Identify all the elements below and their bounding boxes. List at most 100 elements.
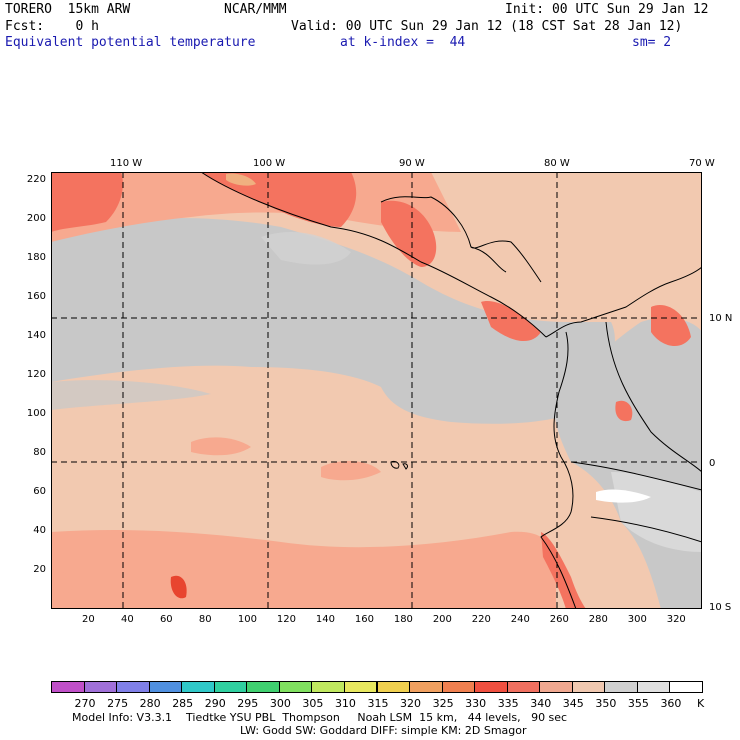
grey-band-lower	[51, 380, 211, 410]
smoothing-value: sm= 2	[632, 35, 672, 50]
grey-peru-interior	[611, 472, 702, 552]
colorbar-label: 295	[237, 697, 259, 710]
colorbar-swatch	[571, 681, 606, 693]
colorbar-swatch	[83, 681, 118, 693]
grey-band-north	[51, 217, 615, 424]
colorbar-swatch	[636, 681, 671, 693]
colorbar-swatch	[278, 681, 313, 693]
colorbar-label: 310	[334, 697, 356, 710]
lon-label-90w: 90 W	[399, 158, 425, 169]
x-tick-label: 40	[120, 614, 134, 625]
colorbar-label: 300	[269, 697, 291, 710]
coastline-south-america	[540, 331, 577, 609]
colorbar-swatch	[148, 681, 183, 693]
hot-central-america	[381, 200, 437, 267]
colorbar-label: 330	[465, 697, 487, 710]
colorbar-label: 285	[172, 697, 194, 710]
lat-label-equator: 0	[709, 458, 716, 469]
colorbar-swatch	[669, 681, 703, 693]
hot-northwest	[51, 172, 123, 232]
colorbar-label: 275	[107, 697, 129, 710]
colorbar-swatch	[116, 681, 150, 693]
y-tick-label: 60	[33, 485, 46, 497]
y-tick-label: 140	[26, 329, 46, 341]
colorbar-swatch	[213, 681, 248, 693]
y-tick-label: 40	[33, 524, 46, 536]
x-tick-label: 20	[81, 614, 95, 625]
level-index: at k-index = 44	[340, 35, 466, 50]
x-tick-label: 180	[393, 614, 413, 625]
x-tick-label: 240	[510, 614, 530, 625]
x-tick-label: 160	[354, 614, 374, 625]
x-tick-label: 100	[237, 614, 257, 625]
colorbar-swatch	[506, 681, 541, 693]
lon-label-100w: 100 W	[253, 158, 286, 169]
colorbar-swatch	[51, 681, 85, 693]
country-borders	[470, 246, 702, 543]
white-patch	[596, 489, 651, 503]
x-tick-label: 200	[432, 614, 452, 625]
lon-label-80w: 80 W	[544, 158, 570, 169]
x-tick-label: 280	[588, 614, 608, 625]
colorbar-unit: K	[697, 697, 705, 710]
x-tick-label: 120	[276, 614, 296, 625]
colorbar-swatch	[311, 681, 345, 693]
colorbar-swatch	[604, 681, 638, 693]
y-tick-label: 120	[26, 368, 46, 380]
colorbar-swatch	[409, 681, 443, 693]
grey-patch-central	[261, 232, 351, 265]
organization-label: NCAR/MMM	[224, 2, 287, 17]
colorbar-label: 325	[432, 697, 454, 710]
x-tick-label: 140	[315, 614, 335, 625]
physics-info: LW: Godd SW: Goddard DIFF: simple KM: 2D…	[240, 724, 527, 737]
colorbar-label: 335	[497, 697, 519, 710]
model-title: TORERO 15km ARW	[5, 2, 131, 17]
coastline-caribbean	[380, 196, 542, 283]
warm-north-band	[51, 172, 461, 242]
colorbar-label: 280	[139, 697, 161, 710]
x-tick-label: 300	[627, 614, 647, 625]
valid-time: Valid: 00 UTC Sun 29 Jan 12 (18 CST Sat …	[291, 19, 683, 34]
colorbar-label: 355	[627, 697, 649, 710]
colorbar-label: 305	[302, 697, 324, 710]
x-tick-label: 80	[198, 614, 212, 625]
lon-label-70w: 70 W	[689, 158, 715, 169]
model-info: Model Info: V3.3.1 Tiedtke YSU PBL Thomp…	[72, 711, 568, 724]
colorbar-swatch	[181, 681, 215, 693]
lon-label-110w: 110 W	[110, 158, 143, 169]
colorbar-swatch	[343, 681, 378, 693]
y-tick-label: 160	[26, 290, 46, 302]
colorbar-label: 350	[595, 697, 617, 710]
lat-label-10n: 10 N	[709, 313, 733, 324]
colorbar-label: 345	[562, 697, 584, 710]
colorbar-swatch	[474, 681, 508, 693]
colorbar-label: 340	[530, 697, 552, 710]
y-tick-label: 180	[26, 251, 46, 263]
y-tick-label: 80	[33, 446, 46, 458]
hot-peru-coast	[541, 532, 586, 609]
theta-e-map	[51, 172, 702, 609]
field-name: Equivalent potential temperature	[5, 35, 256, 50]
hot-mexico-coast	[201, 172, 357, 227]
colorbar-label: 360	[660, 697, 682, 710]
x-tick-label: 60	[159, 614, 173, 625]
y-tick-label: 20	[33, 563, 46, 575]
colorbar-swatch	[376, 681, 411, 693]
lat-label-10s: 10 S	[709, 602, 732, 613]
init-time: Init: 00 UTC Sun 29 Jan 12	[505, 2, 709, 17]
y-tick-label: 100	[26, 407, 46, 419]
coastline-panama	[545, 266, 702, 338]
x-tick-label: 260	[549, 614, 569, 625]
y-tick-label: 220	[26, 173, 46, 185]
colorbar-swatch	[539, 681, 573, 693]
forecast-hour: Fcst: 0 h	[5, 19, 99, 34]
colorbar-label: 270	[74, 697, 96, 710]
colorbar-label: 290	[204, 697, 226, 710]
coastline-mexico	[200, 172, 547, 338]
x-tick-label: 320	[666, 614, 686, 625]
colorbar-swatch	[441, 681, 476, 693]
colorbar-label: 320	[400, 697, 422, 710]
x-tick-label: 220	[471, 614, 491, 625]
colorbar-label: 315	[367, 697, 389, 710]
y-tick-label: 200	[26, 212, 46, 224]
